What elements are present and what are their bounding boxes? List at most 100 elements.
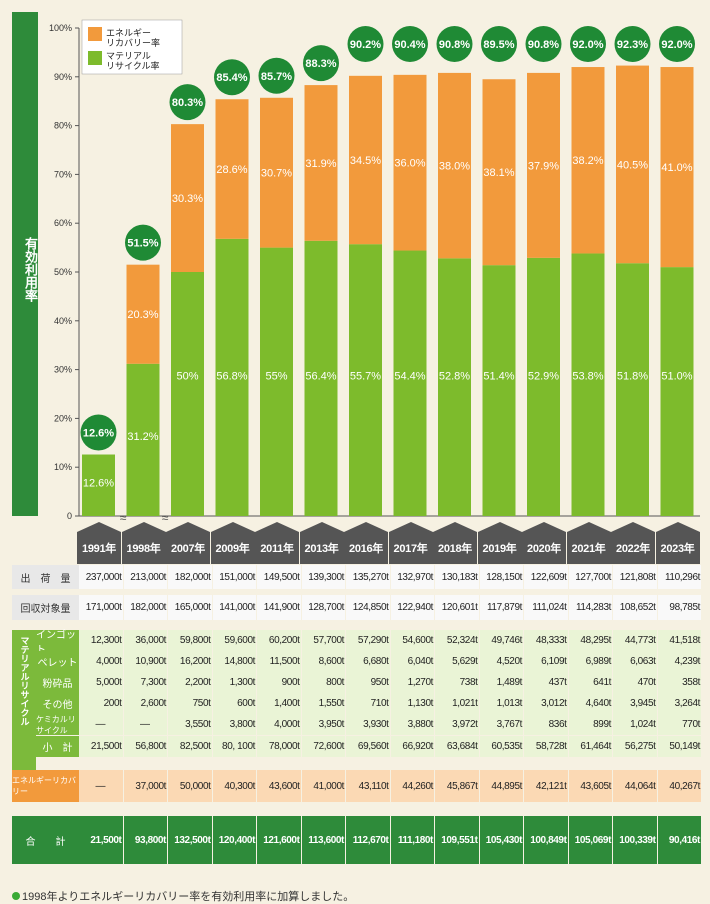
label-material: 56.4%: [305, 370, 336, 382]
table-cell: 141,000t: [212, 595, 256, 620]
year-label: 2018年: [433, 522, 477, 564]
label-energy: 34.5%: [350, 155, 381, 167]
year-label: 2020年: [522, 522, 566, 564]
table-cell: 200t: [79, 693, 123, 714]
label-material: 55.7%: [350, 370, 381, 382]
total-label: 80.3%: [172, 97, 203, 109]
table-cell: 61,464t: [568, 736, 612, 757]
label-energy: 30.3%: [172, 193, 203, 205]
table-row: 回収対象量 171,000t 182,000t 165,000t 141,000t 141…: [12, 595, 702, 620]
table-cell: 1,550t: [301, 693, 345, 714]
total-badge: [570, 26, 606, 62]
table-cell: 40,267t: [657, 770, 701, 802]
bar-energy: [126, 264, 160, 364]
table-cell: 111,180t: [390, 816, 434, 864]
y-tick-label: 70%: [54, 169, 72, 179]
table-cell: 171,000t: [79, 595, 123, 620]
table-cell: 3,945t: [613, 693, 657, 714]
total-label: 90.8%: [439, 39, 470, 51]
table-cell: 5,000t: [79, 672, 123, 693]
table-cell: 770t: [657, 714, 701, 735]
table-cell: 1,300t: [212, 672, 256, 693]
label-material: 50%: [176, 370, 198, 382]
table-cell: 4,000t: [257, 714, 301, 735]
table-cell: 93,800t: [123, 816, 167, 864]
label-material: 54.4%: [394, 370, 425, 382]
y-tick-label: 90%: [54, 72, 72, 82]
row-label: インゴット: [36, 630, 79, 656]
total-label: 51.5%: [127, 238, 158, 250]
legend-label-material-2: リサイクル率: [106, 60, 160, 71]
table-row: 合 計 21,500t 93,800t 132,500t 120,400t 121,600…: [12, 816, 702, 864]
table-cell: 141,900t: [257, 595, 301, 620]
bar-material: [215, 238, 249, 517]
total-badge: [659, 26, 695, 62]
bar-energy: [616, 65, 649, 264]
table-cell: 6,109t: [524, 651, 568, 672]
footnote-text: 1998年よりエネルギーリカバリー率を有効利用率に加算しました。: [22, 891, 355, 903]
bar-material: [171, 272, 204, 516]
table-cell: 358t: [657, 672, 701, 693]
table-cell: 128,700t: [301, 595, 345, 620]
table-cell: 12,300t: [79, 630, 123, 651]
bar-energy: [527, 72, 560, 258]
table-cell: 60,200t: [257, 630, 301, 651]
year-label: 2021年: [566, 522, 611, 564]
table-cell: 1,021t: [435, 693, 479, 714]
bar-energy: [660, 67, 694, 268]
table-row: エネルギーリカバリー —37,000t 50,000t 40,300t 43,600t 4…: [12, 770, 702, 802]
legend-label-material: マテリアル: [106, 51, 151, 61]
bar-energy: [260, 97, 293, 248]
table-cell: 43,605t: [568, 770, 612, 802]
y-tick-label: 0: [67, 511, 72, 520]
label-energy: 31.9%: [305, 158, 336, 170]
table-cell: 5,629t: [435, 651, 479, 672]
table-cell: 7,300t: [123, 672, 167, 693]
table-cell: 50,149t: [657, 736, 701, 757]
y-tick-label: 40%: [54, 316, 72, 326]
year-label: 2017年: [388, 522, 433, 564]
table-row: その他 200t 2,600t 750t 600t 1,400t 1,550t 710t 1,1…: [12, 693, 702, 714]
table-cell: 3,972t: [435, 714, 479, 735]
table-cell: 42,121t: [524, 770, 568, 802]
total-label: 85.7%: [261, 71, 292, 83]
table-cell: 52,324t: [435, 630, 479, 651]
table-cell: 37,000t: [123, 770, 167, 802]
total-label: 90.8%: [528, 39, 559, 51]
stacked-bar-chart: 0 10% 20% 30% 40% 50% 60% 70% 80% 90% 100% 12.6% 12.…: [49, 19, 700, 520]
table-cell: 120,400t: [212, 816, 256, 864]
year-label: 2016年: [344, 522, 388, 564]
label-material: 51.0%: [661, 370, 692, 382]
table-row: ペレット 4,000t 10,900t 16,200t 14,800t 11,500t 8,…: [12, 651, 702, 672]
table-cell: 165,000t: [168, 595, 212, 620]
material-group-label: マテリアルリサイクル: [12, 630, 36, 770]
table-cell: —: [79, 714, 123, 735]
table-cell: 44,895t: [479, 770, 523, 802]
label-material: 52.8%: [439, 370, 470, 382]
table-cell: 69,560t: [346, 736, 390, 757]
bar-energy: [304, 85, 338, 241]
table-cell: 41,518t: [657, 630, 701, 651]
label-energy: 38.0%: [439, 161, 470, 173]
bar-material: [393, 250, 427, 516]
table-cell: 21,500t: [79, 736, 123, 757]
table-cell: 78,000t: [257, 736, 301, 757]
table-cell: 836t: [524, 714, 568, 735]
y-tick-label: 100%: [49, 23, 72, 33]
total-label: 89.5%: [483, 39, 514, 51]
bar-energy: [393, 74, 427, 251]
label-material: 55%: [265, 370, 287, 382]
table-cell: 182,000t: [168, 565, 212, 589]
total-label: 85.4%: [216, 72, 247, 84]
table-cell: 4,239t: [657, 651, 701, 672]
total-badge: [303, 45, 339, 82]
label-energy: 38.2%: [572, 155, 603, 167]
total-label: 88.3%: [305, 58, 336, 70]
total-label: 92.0%: [572, 39, 603, 51]
total-badge: [258, 57, 295, 94]
label-energy: 28.6%: [216, 164, 247, 176]
vertical-axis-title-text: 有効利用率: [23, 237, 38, 302]
total-badge: [169, 84, 206, 121]
table-cell: 56,800t: [123, 736, 167, 757]
table-cell: 149,500t: [257, 565, 301, 589]
